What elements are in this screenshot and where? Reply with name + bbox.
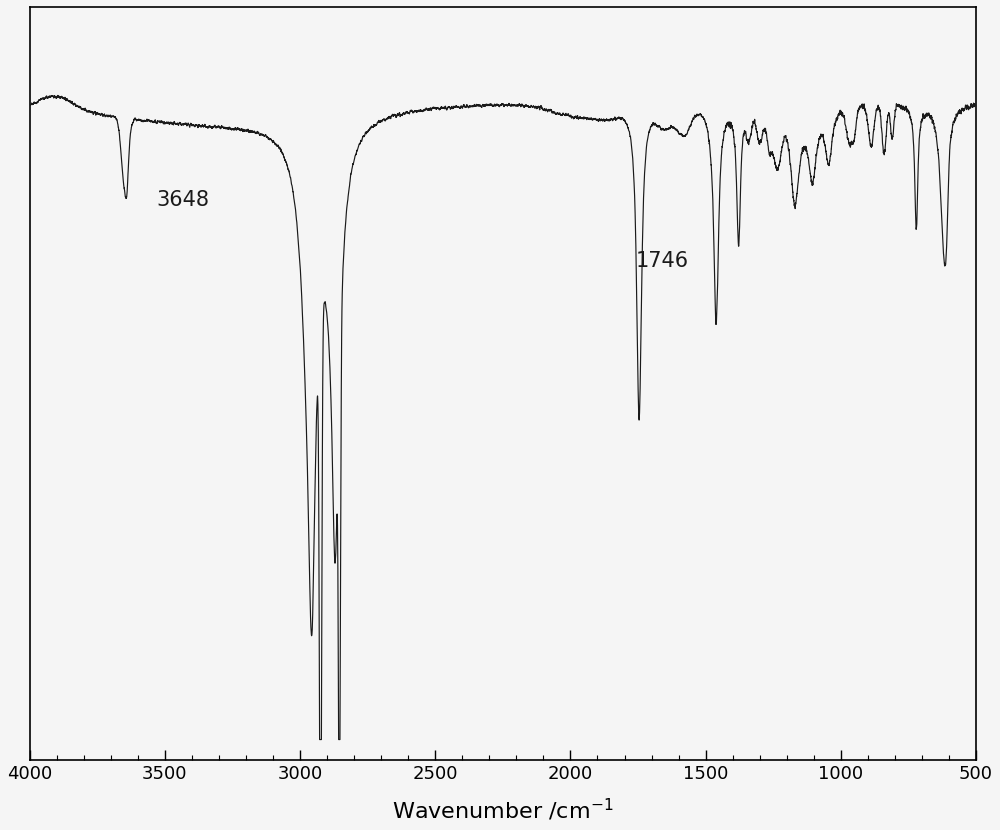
X-axis label: Wavenumber /cm$^{-1}$: Wavenumber /cm$^{-1}$ <box>392 797 614 823</box>
Text: 1746: 1746 <box>635 251 688 271</box>
Text: 3648: 3648 <box>157 189 210 209</box>
